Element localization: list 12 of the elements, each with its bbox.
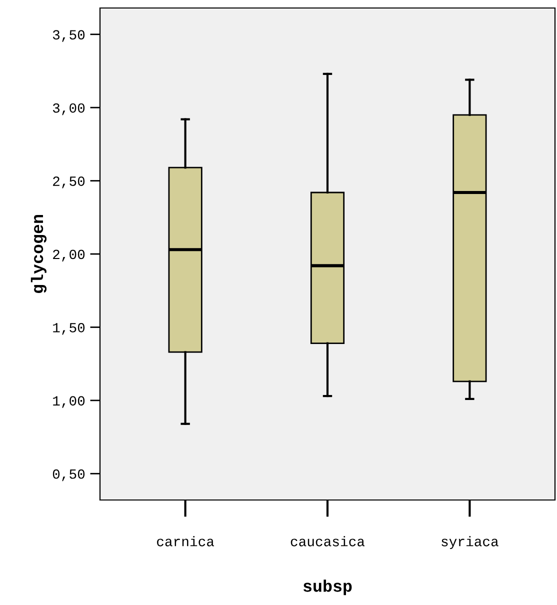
x-tick-label: caucasica bbox=[290, 536, 365, 546]
x-tick-label: carnica bbox=[157, 536, 214, 546]
y-tick-label: 2,00 bbox=[53, 250, 85, 262]
y-tick-label: 3,50 bbox=[52, 30, 85, 42]
y-tick-label: 3,00 bbox=[52, 103, 85, 116]
y-tick-label: 1,00 bbox=[53, 396, 85, 408]
y-axis-title: glycogen bbox=[30, 215, 47, 293]
y-tick-label: 0,50 bbox=[52, 469, 85, 482]
y-tick-label: 2,50 bbox=[53, 176, 85, 188]
y-tick-label: 1,50 bbox=[53, 322, 85, 335]
x-axis-title: subsp bbox=[303, 580, 352, 596]
x-tick-label: syriaca bbox=[442, 536, 498, 550]
